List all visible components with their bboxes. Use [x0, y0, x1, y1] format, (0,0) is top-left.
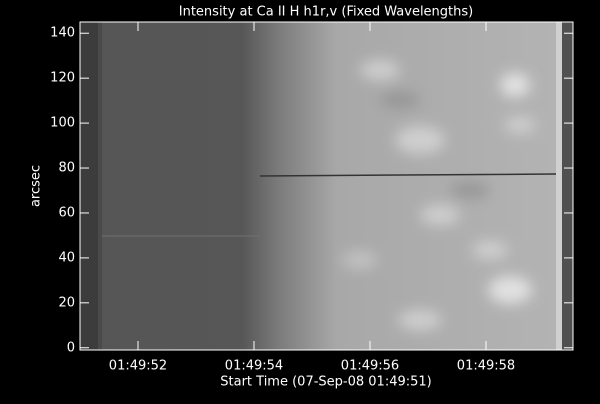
intensity-image	[80, 22, 573, 350]
y-tick-label: 40	[58, 250, 75, 265]
x-tick-label: 01:49:56	[341, 359, 399, 374]
y-axis-label: arcsec	[29, 165, 44, 207]
y-tick-label: 0	[67, 340, 75, 355]
plot-frame	[79, 21, 574, 351]
chart-title: Intensity at Ca II H h1r,v (Fixed Wavele…	[179, 5, 473, 20]
y-tick-label: 100	[50, 116, 75, 131]
y-tick-label: 120	[50, 71, 75, 86]
y-tick-label: 140	[50, 26, 75, 41]
x-tick-label: 01:49:54	[225, 359, 283, 374]
x-tick-label: 01:49:52	[109, 359, 167, 374]
x-axis-label: Start Time (07-Sep-08 01:49:51)	[220, 375, 431, 390]
y-tick-label: 20	[58, 295, 75, 310]
x-tick-label: 01:49:58	[457, 359, 515, 374]
y-tick-label: 60	[58, 205, 75, 220]
y-tick-label: 80	[58, 161, 75, 176]
